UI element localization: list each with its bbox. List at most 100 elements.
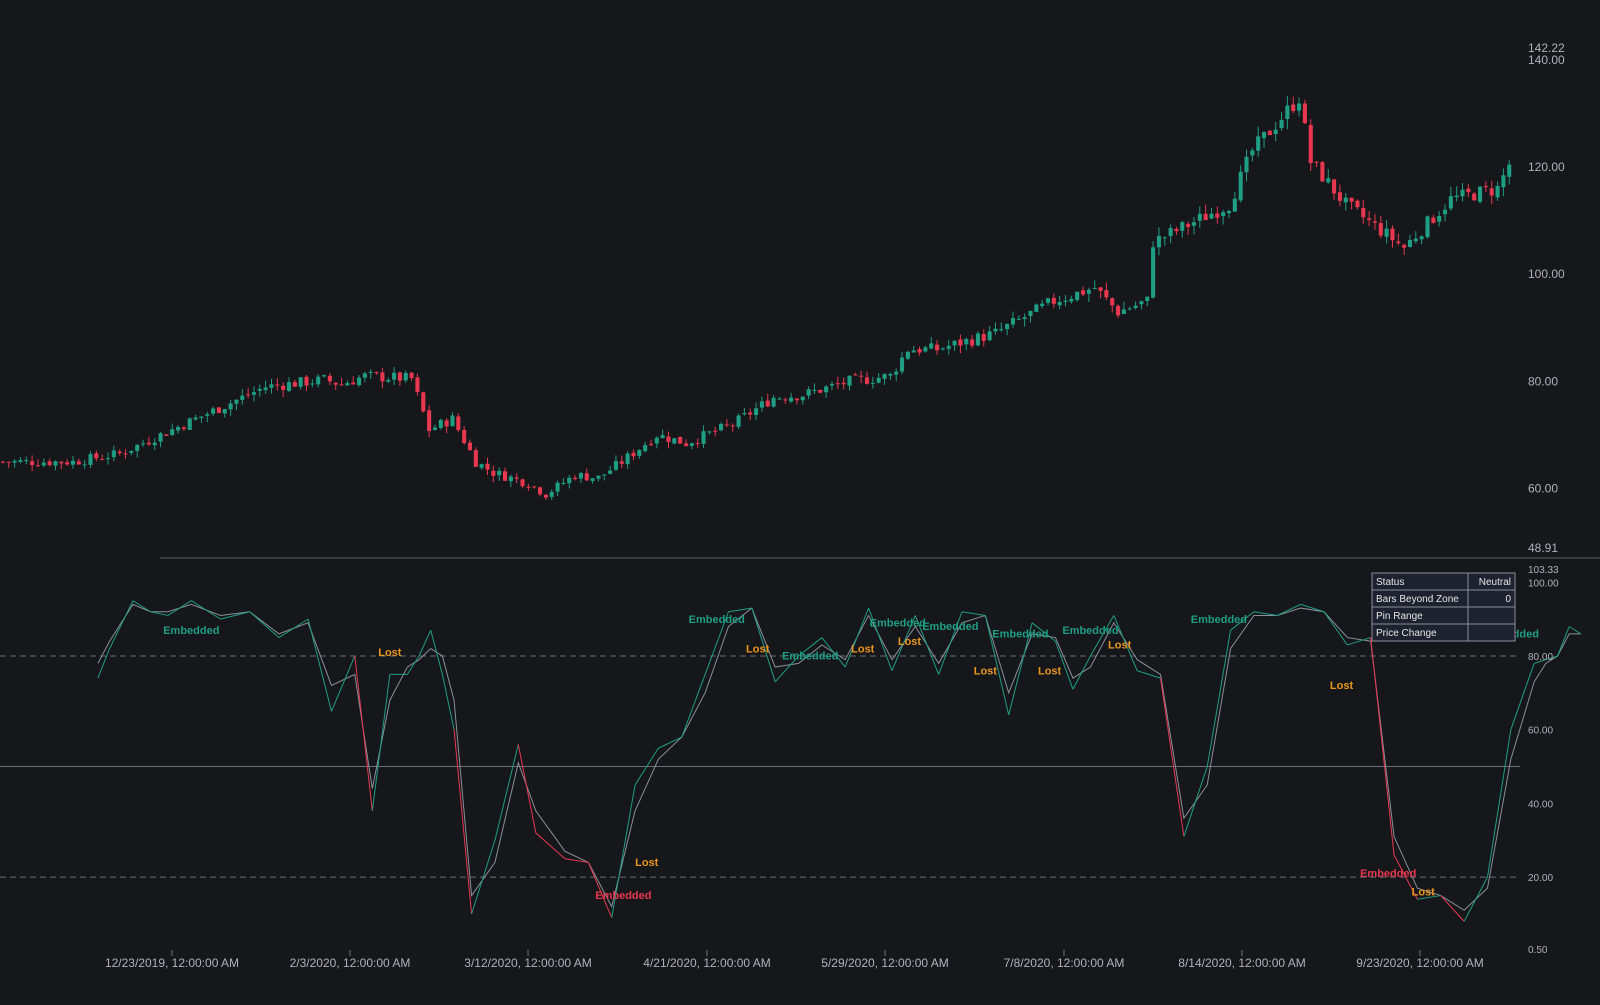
candle-body: [1092, 287, 1097, 289]
table-cell: [1467, 623, 1516, 642]
candle: [1326, 169, 1331, 184]
candle-body: [380, 372, 385, 382]
lost-label: Lost: [1412, 887, 1436, 899]
candle: [1016, 315, 1021, 321]
lost-label: Lost: [1038, 665, 1062, 677]
candle-body: [1413, 238, 1418, 242]
price-tick-label: 100.00: [1528, 267, 1565, 281]
candle: [1045, 297, 1051, 306]
candle-body: [812, 389, 817, 391]
fast-line-segment: [821, 637, 846, 668]
candle: [70, 455, 76, 469]
candle: [1250, 147, 1255, 162]
candlestick-series: [0, 95, 1512, 501]
oscillator-lines: [97, 600, 1582, 922]
candle-body: [1162, 237, 1167, 239]
fast-line-segment: [868, 607, 893, 671]
candle: [899, 351, 905, 375]
candle: [1483, 181, 1488, 193]
osc-tick-label: 20.00: [1528, 873, 1553, 884]
candle: [310, 379, 315, 388]
candle-body: [502, 471, 508, 481]
candle: [0, 460, 5, 464]
candle: [1238, 165, 1243, 203]
candle: [759, 396, 764, 412]
candle: [952, 340, 957, 351]
candle-body: [952, 340, 957, 346]
candle-body: [6, 461, 11, 463]
fast-line-segment: [1031, 622, 1056, 642]
candle-body: [1256, 136, 1261, 151]
candle-body: [146, 442, 151, 445]
candle: [520, 478, 525, 489]
candle-body: [1069, 298, 1074, 302]
candle-body: [397, 372, 402, 381]
candle-body: [754, 408, 759, 416]
candle-body: [41, 462, 46, 466]
candle: [251, 386, 257, 402]
candle: [100, 454, 105, 461]
candle-body: [783, 399, 788, 401]
candle-body: [88, 454, 93, 465]
candle-body: [47, 461, 52, 466]
candle: [514, 473, 519, 484]
candle-body: [800, 396, 805, 401]
candle-body: [1483, 186, 1488, 188]
candle: [613, 455, 619, 472]
candle: [1501, 168, 1506, 197]
fast-line-segment: [1545, 655, 1558, 661]
candle-body: [964, 339, 969, 345]
candle: [1332, 179, 1337, 200]
candle-body: [251, 392, 257, 395]
candle: [1221, 209, 1226, 225]
candle-body: [403, 372, 408, 381]
fast-line-segment: [1370, 637, 1395, 856]
candle: [1244, 149, 1249, 182]
candle: [882, 373, 887, 385]
candle-body: [1431, 217, 1436, 223]
candle: [1402, 243, 1407, 256]
candle-body: [1221, 212, 1226, 217]
fast-line-segment: [1486, 729, 1512, 878]
candle: [176, 425, 181, 434]
candle-body: [1151, 247, 1156, 298]
candle: [964, 337, 969, 351]
candle-body: [1308, 125, 1313, 164]
candle-body: [1145, 296, 1150, 301]
candle-body: [935, 344, 940, 351]
embedded-label: Embedded: [1062, 625, 1118, 637]
candle-body: [228, 403, 233, 410]
lost-label: Lost: [378, 647, 402, 659]
candle-body: [835, 383, 840, 385]
candle: [1466, 184, 1471, 198]
candle: [608, 465, 613, 475]
candle-body: [304, 376, 309, 386]
candle: [631, 449, 636, 461]
candle-body: [1478, 186, 1483, 202]
oscillator-annotations: EmbeddedLostLostEmbeddedEmbeddedLostEmbe…: [163, 614, 1539, 902]
candle: [181, 425, 186, 432]
candle-body: [748, 412, 753, 415]
candle: [1186, 221, 1191, 235]
candle: [999, 322, 1004, 333]
candle-body: [1075, 291, 1080, 301]
time-tick-label: 9/23/2020, 12:00:00 AM: [1356, 956, 1483, 970]
candle-body: [1279, 120, 1284, 129]
table-row-label: Price Change: [1376, 628, 1437, 639]
candle-body: [374, 372, 379, 374]
candle-body: [1291, 104, 1296, 112]
candle-body: [298, 377, 303, 387]
candle-body: [829, 383, 835, 386]
candle: [946, 339, 951, 355]
candle: [1028, 310, 1033, 323]
fast-line-segment: [167, 600, 192, 616]
status-table: Status Neutral Bars Beyond Zone 0 Pin Range P…: [1371, 572, 1516, 642]
candle: [1215, 206, 1220, 224]
candle-body: [1489, 188, 1494, 196]
candle: [870, 376, 875, 389]
candle: [567, 474, 572, 489]
candle: [660, 429, 665, 439]
price-tick-label: 60.00: [1528, 482, 1558, 496]
